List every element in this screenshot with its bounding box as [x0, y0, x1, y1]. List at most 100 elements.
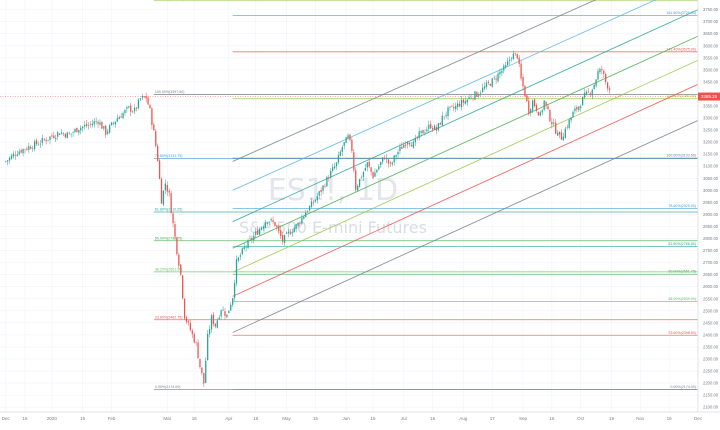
candle-body [447, 107, 448, 116]
candle-body [395, 155, 396, 157]
y-tick-label: 3250.00 [703, 128, 719, 133]
x-tick-label: 15 [371, 416, 377, 421]
candle-body [174, 224, 175, 236]
candle-body [28, 146, 29, 150]
x-tick-label: 16 [253, 416, 259, 421]
candle-body [263, 227, 264, 229]
candle-body [324, 186, 325, 187]
x-tick-label: 17 [490, 416, 496, 421]
candle-body [555, 123, 556, 134]
candle-body [284, 235, 285, 243]
candle-body [211, 315, 212, 329]
x-tick-label: Nov [636, 416, 645, 421]
candle-body [353, 152, 354, 170]
candle-body [588, 92, 589, 93]
candle-body [163, 191, 164, 205]
candle-body [236, 259, 237, 283]
candle-body [540, 112, 541, 115]
candle-body [503, 66, 504, 71]
candle-body [344, 142, 345, 146]
candle-body [107, 132, 108, 134]
y-tick-label: 2550.00 [703, 296, 719, 301]
candle-body [222, 310, 223, 311]
candle-body [215, 324, 216, 327]
y-tick-label: 2200.00 [703, 381, 719, 386]
candle-body [582, 97, 583, 105]
y-tick-label: 2100.00 [703, 405, 719, 410]
candle-body [70, 134, 71, 135]
candle-body [526, 95, 527, 101]
y-tick-label: 2300.00 [703, 356, 719, 361]
candle-body [130, 106, 131, 112]
candle-body [315, 200, 316, 202]
candle-body [474, 91, 475, 99]
candle-body [522, 77, 523, 86]
candle-body [607, 82, 608, 88]
candle-body [124, 110, 125, 113]
candle-body [538, 112, 539, 116]
candle-body [345, 137, 346, 143]
candle-body [519, 58, 520, 64]
y-tick-label: 3200.00 [703, 140, 719, 145]
candle-body [21, 150, 22, 152]
candle-body [449, 107, 450, 108]
candle-body [55, 138, 56, 139]
candle-body [265, 223, 266, 228]
candle-body [149, 105, 150, 108]
fib-extension-label: 161.80%(3725.00) [666, 11, 696, 15]
y-tick-label: 2150.00 [703, 393, 719, 398]
candle-body [5, 161, 6, 162]
x-tick-label: Jul [401, 416, 407, 421]
candle-body [351, 140, 352, 151]
fib-level-label: 78.60%(3131.75) [155, 154, 183, 158]
candle-body [140, 98, 141, 99]
candle-body [238, 258, 239, 261]
candle-body [161, 179, 162, 204]
candle-body [190, 323, 191, 330]
candle-body [219, 318, 220, 320]
candle-body [569, 120, 570, 128]
candle-body [511, 58, 512, 59]
candle-body [405, 145, 406, 146]
x-tick-label: Sep [519, 416, 528, 421]
candle-body [186, 318, 187, 322]
candle-body [482, 88, 483, 92]
candle-body [228, 311, 229, 313]
candle-body [426, 130, 427, 132]
candle-body [82, 127, 83, 128]
candle-body [547, 106, 548, 109]
candle-body [322, 185, 323, 190]
candle-body [134, 108, 135, 112]
fib-extension-label: 78.60%(2925.00) [668, 204, 696, 208]
candle-body [172, 213, 173, 223]
candle-body [157, 146, 158, 161]
candle-body [69, 134, 70, 135]
candle-body [467, 100, 468, 103]
candle-body [270, 219, 271, 220]
fib-extension-label: 141.40%(3575.00) [666, 47, 696, 51]
candle-body [278, 226, 279, 231]
candle-body [220, 310, 221, 316]
candle-body [424, 132, 425, 133]
x-tick-label: 16 [80, 416, 86, 421]
candle-body [432, 128, 433, 129]
candle-body [61, 133, 62, 134]
candle-body [32, 149, 33, 150]
candle-body [497, 73, 498, 81]
candle-body [15, 155, 16, 156]
candle-body [413, 142, 414, 148]
candle-body [297, 223, 298, 226]
candle-body [361, 178, 362, 179]
fib-level-label: 23.60%(2462.75) [155, 315, 183, 319]
x-tick-label: Apr [225, 416, 233, 421]
candle-body [334, 166, 335, 168]
candle-body [480, 93, 481, 94]
x-tick-label: 2020 [47, 416, 58, 421]
candle-body [561, 132, 562, 139]
candle-body [499, 72, 500, 75]
x-tick-label: Oct [577, 416, 585, 421]
candle-body [245, 247, 246, 248]
x-tick-label: 16 [549, 416, 555, 421]
candle-body [574, 108, 575, 111]
